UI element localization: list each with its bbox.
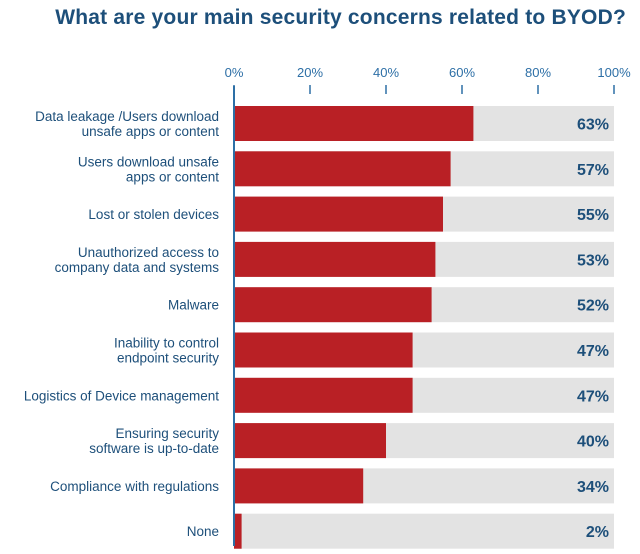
category-label-line: Inability to control (114, 336, 219, 351)
bar (234, 151, 451, 187)
chart-title: What are your main security concerns rel… (55, 6, 626, 29)
category-label: Unauthorized access to company data and s… (55, 245, 220, 275)
category-label-line: endpoint security (117, 351, 219, 366)
x-tick-label: 80% (525, 65, 551, 80)
bar-value-label: 63% (577, 117, 609, 134)
bar-value-label: 57% (577, 162, 609, 179)
category-label-line: Ensuring security (115, 426, 219, 441)
category-label: None (187, 524, 219, 539)
category-label-line: Unauthorized access to (78, 245, 219, 260)
category-label: Ensuring security software is up-to-date (89, 426, 219, 456)
category-label-line: Malware (168, 298, 219, 313)
category-label: Lost or stolen devices (88, 207, 219, 222)
bar-value-label: 55% (577, 207, 609, 224)
x-tick-label: 0% (225, 65, 244, 80)
category-label-line: Lost or stolen devices (88, 207, 219, 222)
category-label-line: Logistics of Device management (24, 388, 219, 403)
x-tick-label: 100% (597, 65, 631, 80)
bar-track (234, 513, 614, 549)
bar (234, 196, 443, 232)
bar (234, 332, 413, 368)
bar (234, 377, 413, 413)
category-label: Users download unsafe apps or content (78, 154, 219, 184)
category-label-line: software is up-to-date (89, 441, 219, 456)
category-label: Data leakage /Users download unsafe apps … (35, 109, 219, 139)
bar (234, 513, 242, 549)
bar (234, 468, 364, 504)
category-label-line: Users download unsafe (78, 154, 219, 169)
x-tick-label: 40% (373, 65, 399, 80)
bar-value-label: 53% (577, 252, 609, 269)
category-label: Logistics of Device management (24, 388, 219, 403)
bar-value-label: 47% (577, 343, 609, 360)
category-label: Compliance with regulations (50, 479, 219, 494)
bar-value-label: 40% (577, 434, 609, 451)
category-label-line: apps or content (126, 169, 219, 184)
category-label: Inability to control endpoint security (114, 336, 219, 366)
bar (234, 287, 432, 323)
category-label: Malware (168, 298, 219, 313)
bar (234, 423, 386, 459)
bar (234, 106, 474, 141)
category-label-line: None (187, 524, 219, 539)
category-label-line: Compliance with regulations (50, 479, 219, 494)
bar (234, 241, 436, 277)
category-label-line: company data and systems (55, 260, 220, 275)
x-tick-label: 60% (449, 65, 475, 80)
category-label-line: Data leakage /Users download (35, 109, 219, 124)
bar-value-label: 47% (577, 388, 609, 405)
bar-value-label: 2% (586, 524, 609, 541)
bar-value-label: 52% (577, 298, 609, 315)
bar-value-label: 34% (577, 479, 609, 496)
category-label-line: unsafe apps or content (82, 124, 220, 139)
x-tick-label: 20% (297, 65, 323, 80)
